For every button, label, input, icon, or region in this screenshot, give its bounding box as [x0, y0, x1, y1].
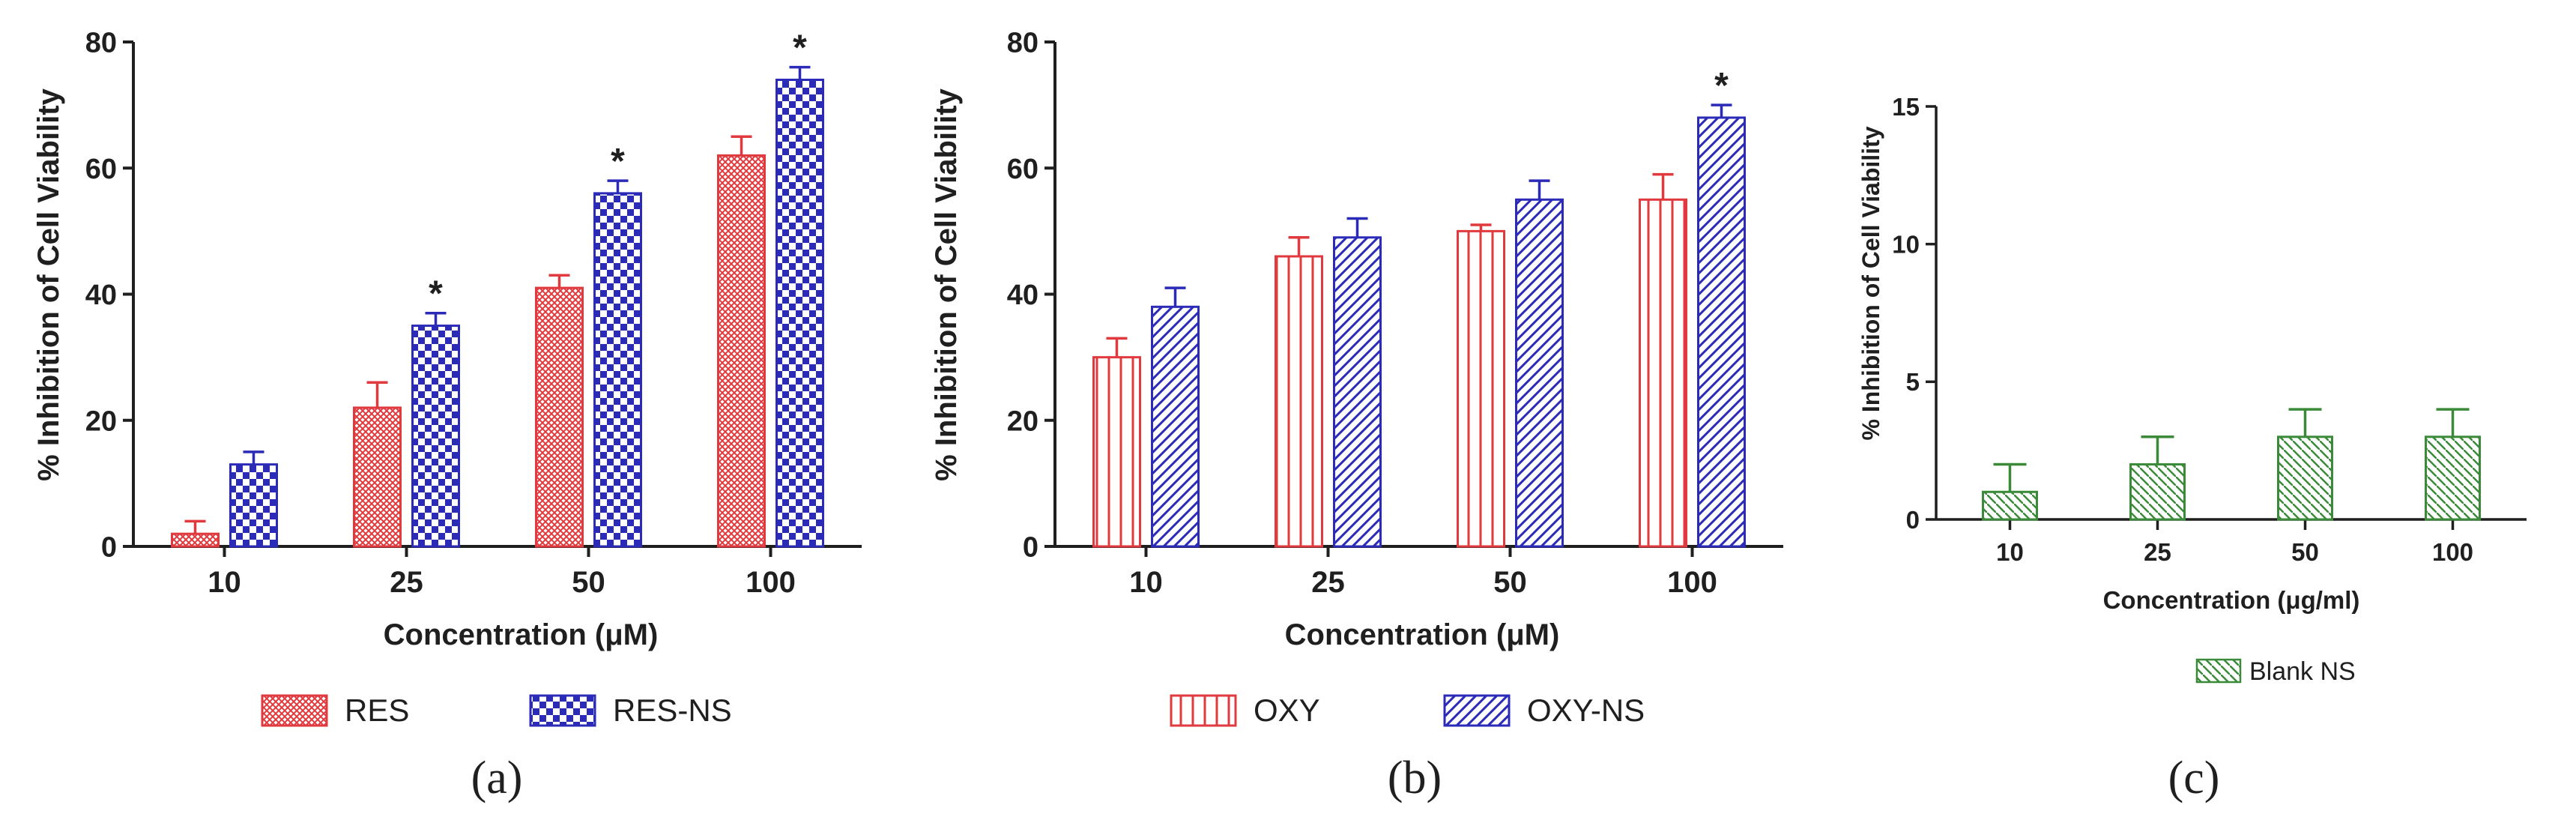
panel-b-marks: 0 20 40 60 80 10 25 50 100 *: [1007, 28, 1783, 599]
bar-oxy: [1275, 255, 1323, 548]
panel-label-a: (a): [471, 753, 523, 804]
panel-b-x-axis-title: Concentration (μM): [1285, 618, 1560, 651]
x-tick-label: 25: [1311, 566, 1345, 599]
legend-swatch-oxy-ns: [1443, 694, 1511, 727]
legend-label-res: RES: [345, 693, 409, 728]
bar-oxy-ns: [1515, 198, 1564, 548]
x-tick-label: 50: [572, 566, 605, 599]
x-tick-label: 10: [1129, 566, 1163, 599]
y-tick-label: 40: [1007, 280, 1038, 311]
significance-star: *: [1714, 66, 1729, 106]
bar-oxy: [1092, 356, 1141, 548]
y-tick-label: 0: [1906, 506, 1920, 534]
panel-a: 0 20 40 60 80 10 25 * 50 * 100 * % Inhibition of Ce…: [32, 28, 862, 804]
panel-b-legend: OXY OXY-NS: [1170, 693, 1645, 728]
panel-label-c: (c): [2168, 753, 2220, 804]
y-tick-label: 60: [1007, 154, 1038, 185]
panel-c-marks: 0 5 10 15 10 25 50 100: [1892, 93, 2527, 566]
legend-swatch-res-ns: [529, 694, 596, 727]
panel-a-x-axis-title: Concentration (μM): [384, 618, 659, 651]
x-tick-label: 50: [2291, 538, 2319, 566]
y-tick-label: 60: [85, 154, 117, 185]
bar-res: [171, 532, 220, 548]
panel-label-b: (b): [1388, 753, 1442, 804]
panel-b: 0 20 40 60 80 10 25 50 100 * % Inhibition of Cell…: [930, 28, 1783, 804]
panel-c-y-axis-title: % Inhibition of Cell Viability: [1857, 126, 1884, 440]
bar-oxy-ns: [1697, 116, 1746, 548]
bar-res-ns: [593, 192, 642, 548]
x-tick-label: 100: [746, 566, 796, 599]
bar-oxy: [1457, 229, 1505, 548]
bar-res: [717, 154, 766, 548]
panel-b-y-axis-title: % Inhibition of Cell Viability: [930, 88, 963, 480]
panel-c-legend: Blank NS: [2195, 657, 2356, 686]
legend-swatch-res: [261, 694, 328, 727]
y-tick-label: 20: [85, 406, 117, 437]
y-tick-label: 80: [85, 28, 117, 59]
bar-oxy: [1639, 198, 1687, 548]
y-tick-label: 0: [1023, 532, 1038, 564]
y-tick-label: 80: [1007, 28, 1038, 59]
x-tick-label: 10: [1996, 538, 2024, 566]
legend-swatch-oxy: [1170, 694, 1237, 727]
panel-a-legend: RES RES-NS: [261, 693, 732, 728]
legend-label-blank-ns: Blank NS: [2249, 657, 2356, 686]
bar-res-ns: [411, 325, 460, 548]
y-tick-label: 40: [85, 280, 117, 311]
bar-blank-ns: [2277, 435, 2333, 521]
x-tick-label: 50: [1493, 566, 1527, 599]
legend-swatch-blank-ns: [2195, 658, 2242, 684]
bar-blank-ns: [2129, 463, 2186, 521]
significance-star: *: [793, 28, 807, 68]
x-tick-label: 25: [2144, 538, 2171, 566]
bar-oxy-ns: [1151, 305, 1200, 548]
bar-res: [535, 286, 584, 548]
legend-label-oxy: OXY: [1254, 693, 1320, 728]
bar-res: [353, 406, 402, 548]
panel-c: 0 5 10 15 10 25 50 100 % Inhibition of Cell Via…: [1857, 93, 2527, 804]
legend-label-res-ns: RES-NS: [613, 693, 732, 728]
bar-blank-ns: [2425, 435, 2481, 521]
panel-a-marks: 0 20 40 60 80 10 25 * 50 * 100 *: [85, 28, 862, 599]
significance-star: *: [611, 142, 625, 181]
x-tick-label: 10: [208, 566, 241, 599]
bar-res-ns: [229, 463, 278, 548]
bar-blank-ns: [1982, 490, 2038, 521]
legend-label-oxy-ns: OXY-NS: [1527, 693, 1645, 728]
y-tick-label: 10: [1892, 231, 1920, 259]
significance-star: *: [429, 274, 443, 314]
y-tick-label: 0: [101, 532, 117, 564]
y-tick-label: 20: [1007, 406, 1038, 437]
y-tick-label: 5: [1906, 368, 1920, 396]
x-tick-label: 100: [2432, 538, 2473, 566]
bar-res-ns: [775, 78, 824, 548]
panel-a-y-axis-title: % Inhibition of Cell Viability: [32, 88, 65, 480]
panel-c-x-axis-title: Concentration (μg/ml): [2103, 586, 2360, 614]
x-tick-label: 100: [1667, 566, 1717, 599]
bar-oxy-ns: [1333, 236, 1382, 548]
y-tick-label: 15: [1892, 93, 1920, 121]
x-tick-label: 25: [390, 566, 423, 599]
